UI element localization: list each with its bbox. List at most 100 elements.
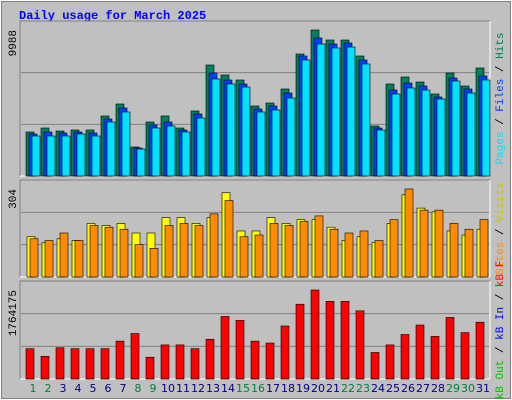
bar (44, 240, 54, 278)
y-tick-label: 1764175 (8, 290, 20, 336)
bar (106, 121, 116, 177)
legend-entry: Sites (495, 242, 507, 275)
bar (226, 83, 236, 177)
x-tick-label: 2 (45, 382, 52, 395)
bar (121, 111, 131, 177)
bar (130, 333, 140, 380)
legend: Sites / Visits (495, 182, 507, 274)
x-tick-label: 19 (296, 382, 310, 395)
x-tick-label: 24 (371, 382, 385, 395)
x-tick-label: 11 (176, 382, 190, 395)
bar (329, 228, 339, 278)
bar (181, 131, 191, 177)
bar (475, 321, 485, 380)
x-tick-label: 29 (446, 382, 460, 395)
legend-entry: Visits (495, 182, 507, 222)
bar (70, 348, 80, 380)
bar (89, 225, 99, 278)
x-tick-label: 22 (341, 382, 355, 395)
legend: Pages / Files / Hits (495, 32, 507, 164)
x-tick-label: 7 (120, 382, 127, 395)
x-tick-label: 27 (416, 382, 430, 395)
bar (316, 43, 326, 177)
bar (149, 248, 159, 278)
bar (295, 303, 305, 380)
bar (100, 348, 110, 380)
bar (55, 347, 65, 380)
bar (299, 221, 309, 278)
bar (241, 86, 251, 177)
x-tick-label: 8 (135, 382, 142, 395)
bar (40, 355, 50, 380)
legend-entry: kB F (495, 261, 507, 287)
bar (355, 310, 365, 380)
bar (91, 135, 101, 177)
bar (239, 236, 249, 278)
legend-separator: / (495, 340, 507, 360)
bar (256, 111, 266, 177)
bar (464, 228, 474, 278)
bar (389, 219, 399, 278)
bar (340, 301, 350, 380)
bar (61, 135, 71, 177)
x-tick-label: 6 (105, 382, 112, 395)
bar (325, 301, 335, 380)
bar (115, 340, 125, 380)
bar (391, 93, 401, 177)
bar (209, 213, 219, 278)
x-tick-label: 31 (476, 382, 490, 395)
legend-entry: Files (495, 79, 507, 112)
bar (430, 336, 440, 380)
x-tick-label: 23 (356, 382, 370, 395)
x-tick-label: 12 (191, 382, 205, 395)
bar (145, 356, 155, 380)
bar (466, 92, 476, 177)
bar (76, 133, 86, 177)
bar (265, 342, 275, 380)
bar (449, 223, 459, 278)
bar (314, 215, 324, 278)
bar (190, 348, 200, 380)
x-tick-label: 15 (236, 382, 250, 395)
bar (196, 117, 206, 177)
bar (224, 200, 234, 278)
bar (134, 244, 144, 278)
bar (361, 63, 371, 177)
bar (451, 80, 461, 177)
bar (436, 98, 446, 177)
x-tick-label: 10 (161, 382, 175, 395)
bar (419, 209, 429, 278)
bar (460, 332, 470, 380)
bar (59, 232, 69, 278)
bar (74, 240, 84, 278)
bar (421, 89, 431, 177)
bar (166, 125, 176, 177)
bar (104, 226, 114, 278)
bar (254, 234, 264, 278)
bar (331, 47, 341, 177)
legend-separator: / (495, 222, 507, 242)
bar (46, 135, 56, 177)
x-tick-label: 16 (251, 382, 265, 395)
bar (179, 223, 189, 278)
bar (445, 317, 455, 380)
bar (385, 344, 395, 380)
bar (29, 238, 39, 278)
bar (370, 352, 380, 380)
bar (235, 319, 245, 380)
bar (25, 348, 35, 380)
bar (415, 324, 425, 380)
x-tick-label: 3 (60, 382, 67, 395)
legend-separator: / (495, 287, 507, 307)
x-tick-label: 14 (221, 382, 235, 395)
bar (220, 316, 230, 380)
bar (374, 240, 384, 278)
x-tick-label: 26 (401, 382, 415, 395)
bar (211, 78, 221, 177)
x-tick-label: 18 (281, 382, 295, 395)
bar (479, 219, 489, 278)
x-tick-label: 5 (90, 382, 97, 395)
legend-separator: / (495, 112, 507, 132)
bar (160, 344, 170, 380)
bar (284, 225, 294, 278)
